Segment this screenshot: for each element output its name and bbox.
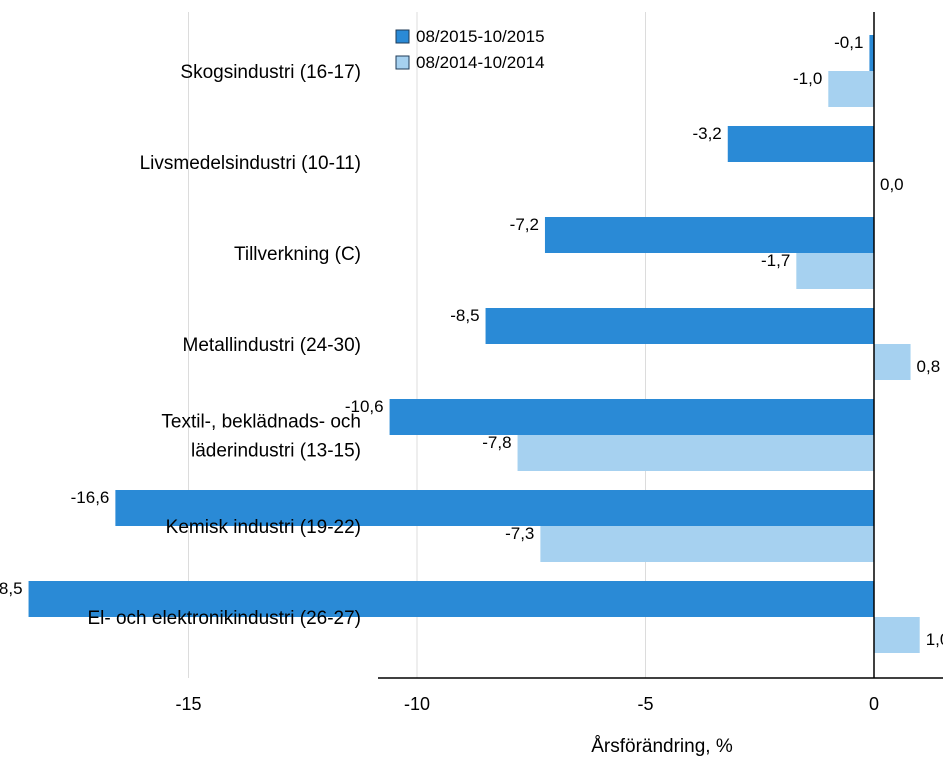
x-tick-label: -10 — [404, 694, 430, 714]
data-label: -7,8 — [482, 433, 511, 452]
bar — [544, 217, 874, 253]
category-label: Tillverkning (C) — [234, 244, 361, 265]
category-label: Skogsindustri (16-17) — [180, 62, 361, 83]
data-label: 1,0 — [926, 630, 943, 649]
category-label: Livsmedelsindustri (10-11) — [140, 153, 361, 174]
bar — [796, 253, 874, 289]
data-label: -7,2 — [510, 215, 539, 234]
category-label-line: Skogsindustri (16-17) — [180, 62, 361, 83]
legend-swatch — [395, 29, 410, 44]
data-label: -7,3 — [505, 524, 534, 543]
category-label-line: Textil-, beklädnads- och — [161, 412, 361, 433]
category-label-line: El- och elektronikindustri (26-27) — [87, 608, 361, 629]
data-label: -0,1 — [834, 33, 863, 52]
data-label: 0,8 — [917, 357, 941, 376]
bar — [115, 490, 874, 526]
category-label: Metallindustri (24-30) — [183, 335, 361, 356]
data-label: -18,5 — [0, 579, 23, 598]
bar — [485, 308, 874, 344]
legend-label: 08/2014-10/2014 — [416, 53, 545, 72]
bar — [727, 126, 874, 162]
bar — [517, 435, 874, 471]
x-axis: -20-15-10-50 — [175, 12, 943, 714]
bar — [389, 399, 874, 435]
data-label: -16,6 — [71, 488, 110, 507]
bar — [869, 35, 874, 71]
x-tick-label: -15 — [175, 694, 201, 714]
data-label: -1,0 — [793, 69, 822, 88]
value-labels: -0,1 -3,2 -7,2 -8,5 -10,6 -16,6 -18,5 -1,0 0,0 -1… — [0, 33, 943, 649]
data-label: -1,7 — [761, 251, 790, 270]
category-label-line: läderindustri (13-15) — [191, 441, 361, 462]
category-label: El- och elektronikindustri (26-27) — [87, 608, 361, 629]
data-label: -3,2 — [692, 124, 721, 143]
bar — [540, 526, 874, 562]
legend: 08/2015-10/2015 08/2014-10/2014 — [395, 27, 545, 72]
legend-label: 08/2015-10/2015 — [416, 27, 545, 46]
category-label-line: Metallindustri (24-30) — [183, 335, 361, 356]
data-label: -8,5 — [450, 306, 479, 325]
gridlines — [188, 12, 646, 678]
category-labels: Skogsindustri (16-17) Livsmedelsindustri … — [87, 62, 361, 629]
bars — [28, 35, 920, 653]
data-label: -10,6 — [345, 397, 384, 416]
bar — [874, 344, 911, 380]
x-axis-title: Årsförändring, % — [591, 736, 733, 757]
x-tick-label: 0 — [869, 694, 879, 714]
category-label-line: Tillverkning (C) — [234, 244, 361, 265]
category-label: Kemisk industri (19-22) — [166, 517, 361, 538]
bar — [828, 71, 874, 107]
legend-swatch — [395, 55, 410, 70]
bar — [28, 581, 875, 617]
bar — [874, 617, 920, 653]
data-label: 0,0 — [880, 175, 904, 194]
category-label-line: Livsmedelsindustri (10-11) — [140, 153, 361, 174]
x-tick-label: -5 — [637, 694, 653, 714]
category-label-line: Kemisk industri (19-22) — [166, 517, 361, 538]
category-label: Textil-, beklädnads- och läderindustri (1… — [161, 412, 361, 462]
